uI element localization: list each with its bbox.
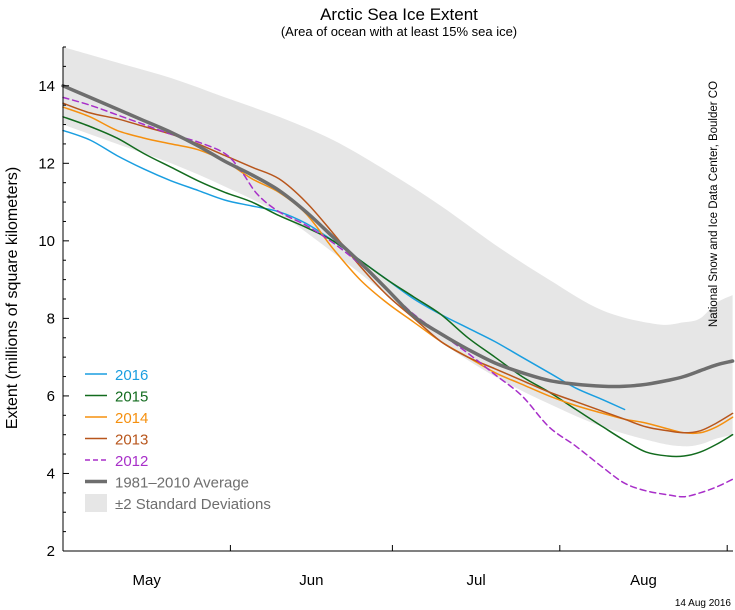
axis-layer: 2468101214MayJunJulAugSep — [38, 46, 733, 589]
y-tick-label: 10 — [38, 233, 55, 250]
y-tick-label: 8 — [47, 310, 55, 327]
date-stamp: 14 Aug 2016 — [675, 598, 732, 609]
std-dev-band — [63, 47, 733, 447]
month-label-jun: Jun — [299, 572, 323, 589]
series-layer — [61, 84, 735, 498]
month-label-aug: Aug — [630, 572, 657, 589]
series-line-1981 — [61, 84, 735, 389]
series-line-2014 — [62, 106, 734, 435]
chart-subtitle: (Area of ocean with at least 15% sea ice… — [281, 24, 517, 39]
legend-label-5: 1981–2010 Average — [115, 475, 249, 492]
credit-label: National Snow and Ice Data Center, Bould… — [708, 81, 720, 327]
month-label-may: May — [133, 572, 162, 589]
legend-label-3: 2013 — [115, 432, 148, 449]
legend-swatch-band — [85, 494, 107, 512]
legend-label-band: ±2 Standard Deviations — [115, 496, 271, 513]
y-tick-label: 4 — [47, 465, 55, 482]
y-tick-label: 6 — [47, 388, 55, 405]
chart-title: Arctic Sea Ice Extent — [320, 5, 478, 24]
legend: 2016 2015 2014 2013 2012 1981–2010 Average ±2 … — [85, 367, 271, 513]
std-dev-band-layer — [63, 47, 733, 447]
legend-label-0: 2016 — [115, 367, 148, 384]
y-tick-label: 12 — [38, 155, 55, 172]
legend-label-1: 2015 — [115, 389, 148, 406]
series-line-2015 — [62, 116, 734, 458]
y-tick-label: 2 — [47, 543, 55, 560]
month-label-jul: Jul — [467, 572, 486, 589]
legend-label-4: 2012 — [115, 453, 148, 470]
y-axis-label: Extent (millions of square kilometers) — [4, 167, 21, 429]
legend-label-2: 2014 — [115, 410, 148, 427]
y-tick-label: 14 — [38, 78, 55, 95]
